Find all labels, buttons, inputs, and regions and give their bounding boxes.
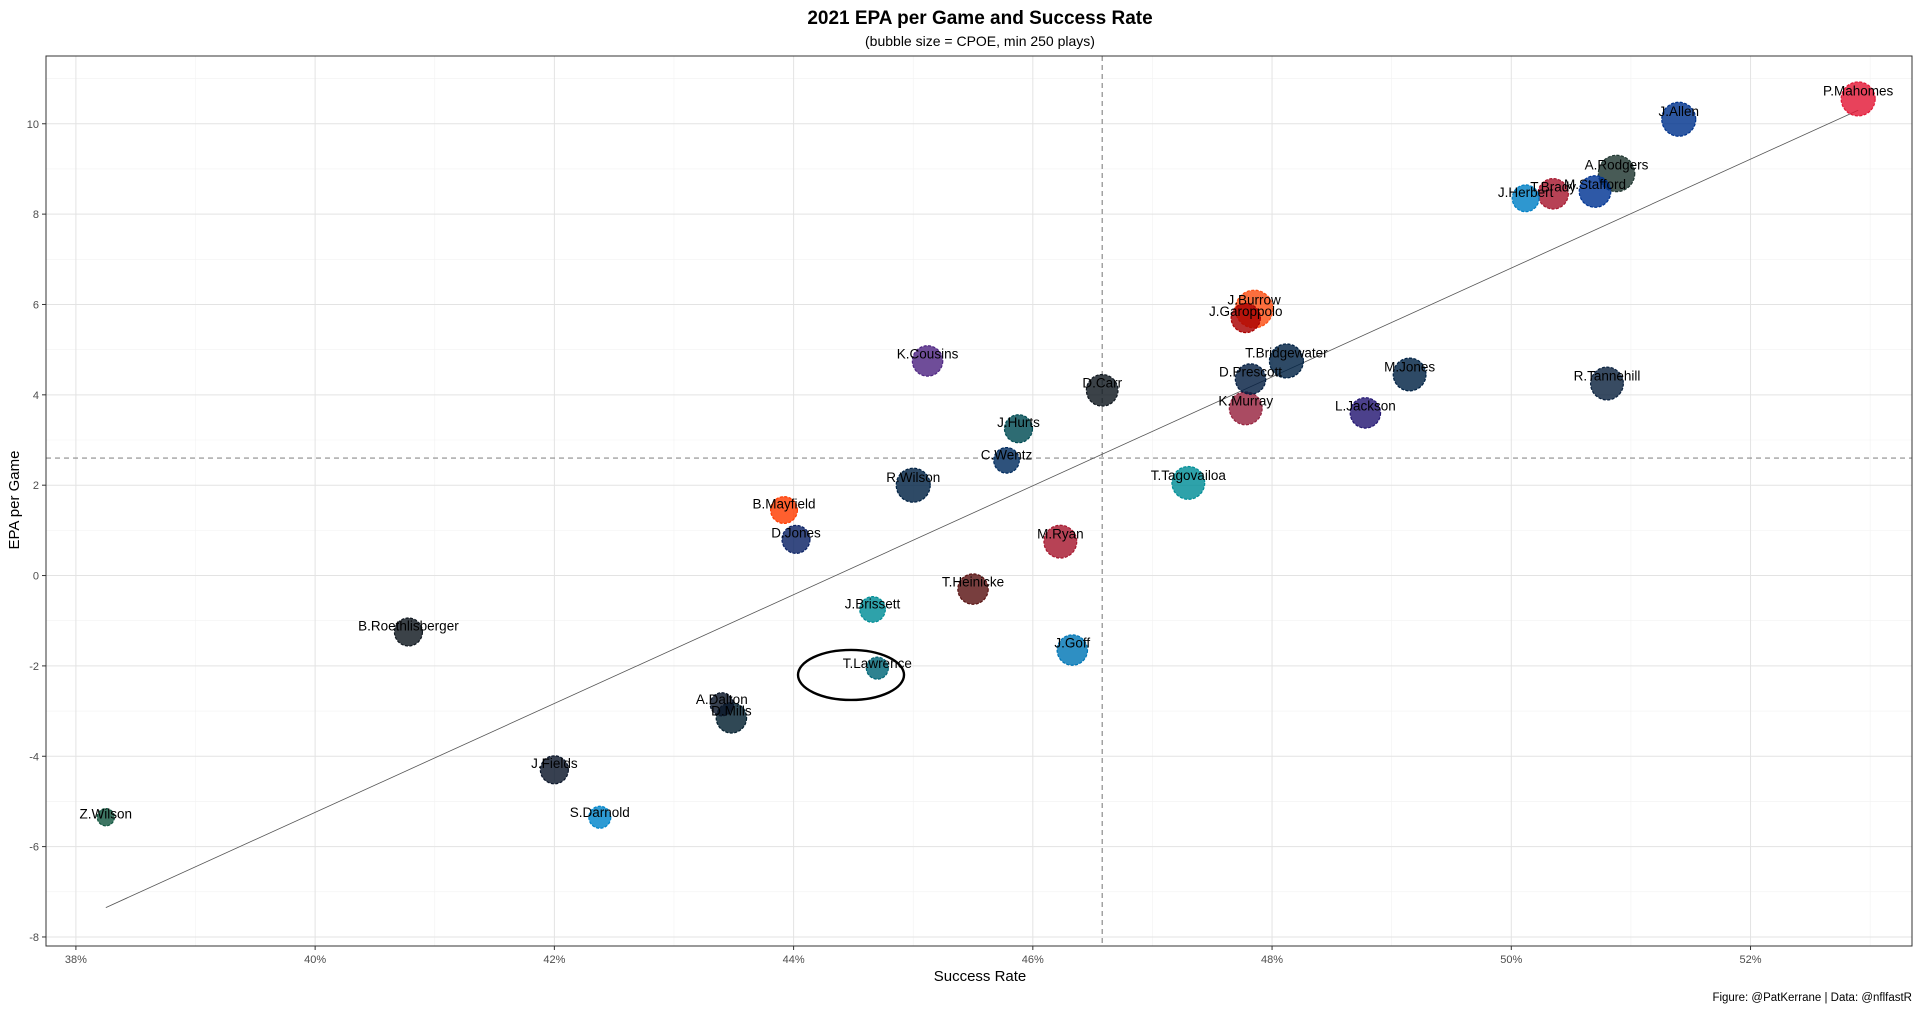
trend-line — [105, 109, 1859, 908]
point-label: A.Rodgers — [1585, 157, 1649, 172]
y-tick-label: -4 — [29, 751, 39, 763]
data-point — [1268, 343, 1305, 379]
y-tick-label: -2 — [29, 661, 39, 673]
data-point — [1085, 373, 1119, 407]
data-point — [781, 524, 811, 555]
data-point — [1578, 175, 1612, 208]
data-point — [1661, 101, 1697, 137]
data-point — [393, 617, 424, 647]
y-tick-label: 8 — [33, 209, 39, 221]
data-point — [1392, 357, 1427, 392]
point-label: K.Murray — [1218, 393, 1273, 408]
point-label: J.Goff — [1054, 636, 1090, 651]
point-label: J.Brissett — [845, 596, 901, 611]
data-point — [539, 755, 569, 785]
x-tick-label: 42% — [543, 954, 565, 966]
x-tick-label: 52% — [1740, 954, 1762, 966]
point-label: T.Bridgewater — [1245, 346, 1328, 361]
x-tick-label: 50% — [1500, 954, 1522, 966]
y-tick-label: -6 — [29, 842, 39, 854]
chart-title: 2021 EPA per Game and Success Rate — [807, 8, 1152, 29]
point-label: D.Carr — [1082, 376, 1122, 391]
point-label: D.Prescott — [1219, 365, 1282, 380]
data-point — [859, 596, 886, 623]
point-label: A.Dalton — [696, 692, 748, 707]
points-layer — [96, 81, 1876, 829]
point-label: D.Jones — [771, 526, 821, 541]
data-point — [1003, 414, 1034, 444]
data-point — [1171, 465, 1206, 500]
point-label: J.Allen — [1658, 104, 1699, 119]
data-point — [770, 496, 799, 525]
point-label: R.Wilson — [886, 470, 940, 485]
point-label: S.Darnold — [570, 805, 630, 820]
point-label: J.Herbert — [1498, 185, 1554, 200]
point-label: T.Brady — [1530, 179, 1576, 194]
data-point — [588, 805, 612, 829]
x-tick-label: 38% — [65, 954, 87, 966]
point-label: M.Stafford — [1564, 177, 1626, 192]
data-point — [1840, 81, 1876, 117]
y-tick-label: 4 — [33, 390, 39, 402]
point-label: C.Wentz — [981, 447, 1033, 462]
point-label: B.Roethlisberger — [358, 618, 459, 633]
point-label: J.Fields — [531, 756, 578, 771]
chart-caption: Figure: @PatKerrane | Data: @nflfastR — [1712, 992, 1912, 1004]
point-label: T.Heinicke — [942, 575, 1004, 590]
data-point — [1234, 363, 1267, 395]
y-tick-label: 2 — [33, 480, 39, 492]
grid-layer — [46, 56, 1912, 946]
x-axis-title: Success Rate — [934, 968, 1027, 985]
data-point — [895, 467, 931, 503]
highlight-layer — [796, 648, 906, 702]
point-label: L.Jackson — [1335, 399, 1396, 414]
data-point — [1230, 302, 1261, 334]
point-label: J.Garoppolo — [1209, 304, 1283, 319]
point-label: J.Burrow — [1227, 293, 1281, 308]
y-tick-label: 10 — [27, 119, 39, 131]
y-tick-label: 0 — [33, 571, 39, 583]
reference-lines — [46, 56, 1912, 946]
point-label: P.Mahomes — [1823, 84, 1894, 99]
data-point — [1511, 184, 1540, 213]
data-point — [1349, 397, 1382, 429]
trend-line-layer — [105, 109, 1859, 908]
x-axis-ticks: 38% 40% 42% 44% 46% 48% 50% 52% — [65, 946, 1762, 966]
y-tick-label: 6 — [33, 299, 39, 311]
data-point — [1589, 366, 1624, 401]
highlight-ellipse — [796, 648, 906, 702]
data-point — [1056, 634, 1089, 666]
point-label: K.Cousins — [897, 347, 959, 362]
point-label: B.Mayfield — [753, 497, 816, 512]
data-point — [957, 573, 989, 605]
point-label: M.Ryan — [1037, 527, 1084, 542]
data-point — [865, 656, 889, 680]
y-axis-title: EPA per Game — [6, 451, 23, 550]
data-point — [96, 808, 116, 827]
y-tick-label: -8 — [29, 932, 39, 944]
point-label: Z.Wilson — [80, 807, 133, 822]
point-label: D.Mills — [711, 703, 752, 718]
point-label: J.Hurts — [997, 415, 1040, 430]
chart-subtitle: (bubble size = CPOE, min 250 plays) — [865, 33, 1095, 49]
panel-border — [45, 55, 1913, 947]
y-axis-ticks: -8 -6 -4 -2 0 2 4 6 8 10 — [27, 119, 46, 944]
data-point — [1043, 524, 1078, 559]
x-tick-label: 40% — [304, 954, 326, 966]
point-labels-layer: P.Mahomes J.Allen A.Rodgers T.BradyJ.Herber… — [80, 84, 1894, 822]
x-tick-label: 48% — [1261, 954, 1283, 966]
data-point — [709, 692, 735, 717]
x-tick-label: 46% — [1022, 954, 1044, 966]
point-label: T.Tagovailoa — [1151, 468, 1227, 483]
point-label: R.Tannehill — [1574, 369, 1641, 384]
point-label: M.Jones — [1384, 359, 1435, 374]
x-tick-label: 44% — [783, 954, 805, 966]
data-point — [911, 345, 944, 377]
data-point — [993, 446, 1020, 474]
